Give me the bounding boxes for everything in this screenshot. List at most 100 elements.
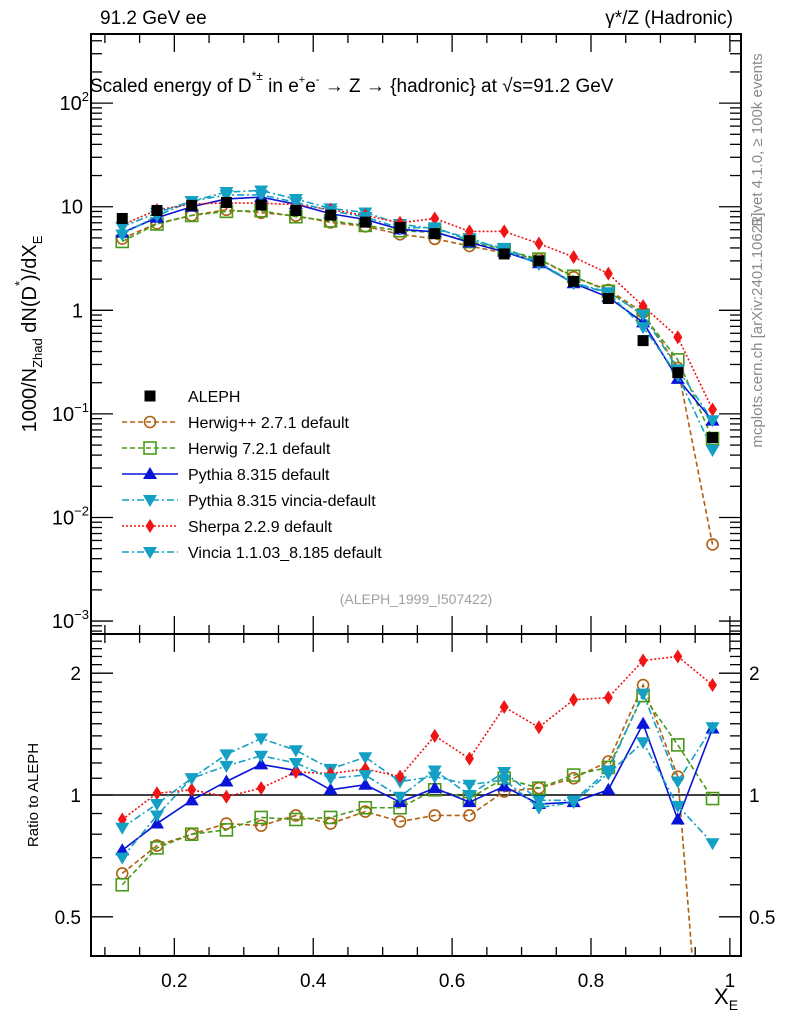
y-tick-label: 10−2 — [52, 503, 89, 529]
header-left: 91.2 GeV ee — [100, 8, 207, 29]
ratio-point — [534, 720, 544, 735]
data-point — [568, 275, 580, 287]
ratio-point — [671, 738, 685, 752]
data-point — [255, 199, 267, 211]
series-point — [115, 229, 130, 242]
series-point — [708, 402, 718, 417]
ratio-point — [462, 790, 477, 802]
ylabel-part: 1000/N — [19, 368, 41, 433]
chart-title: Scaled energy of D*± in e+e- → Z → {hadr… — [90, 69, 614, 97]
series-point — [288, 197, 303, 210]
x-tick-label: 0.4 — [300, 971, 327, 992]
legend-label: Vincia 1.1.03_8.185 default — [188, 545, 382, 562]
data-point — [637, 335, 649, 347]
y-tick-exponent: −1 — [74, 400, 89, 415]
data-point — [429, 228, 441, 240]
series-point — [219, 189, 234, 202]
y-tick-exponent: −3 — [74, 607, 89, 622]
ratio-point — [149, 810, 164, 823]
ratio-point — [187, 782, 197, 797]
ratio-point — [705, 722, 720, 735]
ratio-point — [636, 716, 651, 729]
data-point — [394, 222, 406, 234]
x-tick-label: 0.6 — [439, 971, 465, 992]
ratio-point — [291, 764, 301, 779]
data-point — [602, 293, 614, 305]
series-point — [705, 415, 720, 428]
ratio-point — [150, 841, 164, 855]
series-line-5 — [121, 194, 714, 421]
ratio-point — [184, 793, 199, 806]
ratio-point — [184, 827, 199, 842]
ratio-point — [288, 757, 303, 770]
legend-marker — [143, 467, 157, 479]
ratio-point — [430, 728, 440, 743]
series-point — [706, 538, 719, 551]
ratio-point — [670, 812, 685, 825]
title-part: Scaled energy of D — [90, 76, 252, 97]
ratio-ylabel: Ratio to ALEPH — [25, 743, 42, 847]
ratio-series-group — [115, 649, 720, 956]
ratio-point — [254, 810, 268, 825]
title-sup: + — [299, 74, 305, 86]
ratio-point — [636, 737, 651, 750]
series-point — [499, 224, 509, 239]
y-tick-label: 10 — [61, 197, 83, 219]
legend-label: Herwig 7.2.1 default — [188, 441, 331, 458]
ratio-y-tick-label-right: 2 — [749, 664, 760, 685]
ratio-point — [288, 745, 303, 758]
ratio-point — [499, 700, 509, 715]
ratio-point — [323, 773, 338, 786]
ratio-y-tick-label: 2 — [70, 664, 81, 685]
series-line-2 — [121, 196, 714, 422]
ratio-point — [323, 810, 338, 825]
ratio-point — [254, 757, 269, 770]
y-tick-label: 10−3 — [52, 607, 89, 633]
ratio-point — [636, 688, 651, 701]
ratio-point — [219, 760, 234, 773]
data-point — [151, 204, 163, 216]
data-point — [325, 209, 337, 221]
title-part: → Z → {hadronic} at √s=91.2 GeV — [319, 76, 613, 97]
ratio-point — [358, 800, 373, 815]
series-point — [603, 266, 613, 281]
ratio-y-tick-label: 0.5 — [55, 908, 81, 929]
ratio-point — [184, 773, 199, 786]
ratio-point — [358, 777, 373, 790]
ratio-line-3 — [121, 737, 714, 859]
legend-marker — [143, 547, 157, 559]
ratio-panel: 0.2 0.4 0.6 0.8 1 2 2 1 1 0.5 0.5 — [55, 633, 775, 992]
ratio-line-1 — [121, 694, 714, 886]
ylabel-sub: Zhad — [30, 338, 45, 368]
ylabel-part: dN(D — [19, 286, 41, 338]
y-tick-label: 102 — [60, 89, 89, 115]
ratio-point — [254, 750, 269, 763]
ratio-point — [256, 781, 266, 796]
ratio-point — [673, 649, 683, 664]
ratio-point — [428, 809, 442, 822]
x-tick-label: 0.8 — [578, 971, 604, 992]
ratio-point — [393, 815, 407, 828]
y-tick-exponent: 2 — [82, 89, 89, 104]
ratio-line-4 — [121, 655, 714, 821]
ratio-y-tick-label-right: 0.5 — [749, 908, 775, 929]
data-point — [463, 235, 475, 247]
ratio-point — [569, 692, 579, 707]
ratio-point — [705, 838, 720, 851]
analysis-id: (ALEPH_1999_I507422) — [340, 591, 493, 607]
legend-marker — [143, 495, 157, 507]
ratio-point — [497, 766, 512, 779]
ratio-y-tick-label-right: 1 — [749, 786, 760, 807]
x-tick-label: 0.2 — [161, 971, 187, 992]
y-tick-label: 10−1 — [52, 400, 89, 426]
rivet-label: Rivet 4.1.0, ≥ 100k events — [749, 53, 766, 226]
data-point — [672, 367, 684, 379]
ratio-line-5 — [121, 691, 714, 829]
legend: ALEPH Herwig++ 2.7.1 default Herwig 7.2.1 … — [122, 389, 382, 562]
main-frame — [90, 33, 742, 635]
ratio-point — [221, 789, 231, 804]
y-tick-exponent: −2 — [74, 503, 89, 518]
title-part: e — [305, 76, 316, 97]
data-point — [707, 432, 719, 444]
ratio-point — [531, 795, 546, 808]
